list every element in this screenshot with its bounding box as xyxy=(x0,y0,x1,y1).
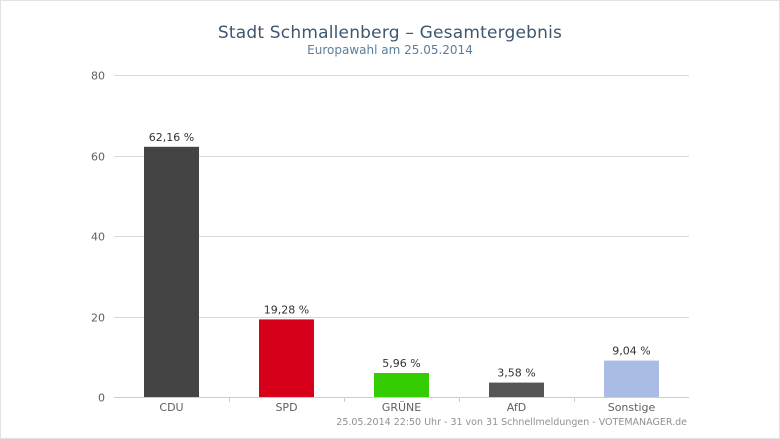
data-label-grüne: 5,96 % xyxy=(382,357,420,370)
data-label-spd: 19,28 % xyxy=(264,303,309,316)
chart-title: Stadt Schmallenberg – Gesamtergebnis xyxy=(217,23,563,43)
data-label-sonstige: 9,04 % xyxy=(612,345,650,358)
data-label-cdu: 62,16 % xyxy=(149,131,194,144)
x-tick-label-spd: SPD xyxy=(275,401,297,414)
y-tick-label-1: 20 xyxy=(91,312,105,325)
bar-grüne[interactable] xyxy=(374,373,429,397)
chart-subtitle: Europawahl am 25.05.2014 xyxy=(307,43,473,57)
bar-sonstige[interactable] xyxy=(604,360,659,397)
y-tick-label-3: 60 xyxy=(91,151,105,164)
x-tick-label-afd: AfD xyxy=(507,401,526,414)
y-tick-label-0: 0 xyxy=(98,392,105,405)
bar-afd[interactable] xyxy=(489,382,544,397)
chart-credits: 25.05.2014 22:50 Uhr - 31 von 31 Schnell… xyxy=(336,417,687,428)
y-tick-label-2: 40 xyxy=(91,231,105,244)
data-label-afd: 3,58 % xyxy=(497,367,535,380)
bar-cdu[interactable] xyxy=(144,146,199,397)
x-tick-label-cdu: CDU xyxy=(159,401,183,414)
y-tick-label-4: 80 xyxy=(91,70,105,83)
x-tick-label-grüne: GRÜNE xyxy=(382,401,421,414)
x-tick-label-sonstige: Sonstige xyxy=(608,401,656,414)
bar-spd[interactable] xyxy=(259,319,314,397)
